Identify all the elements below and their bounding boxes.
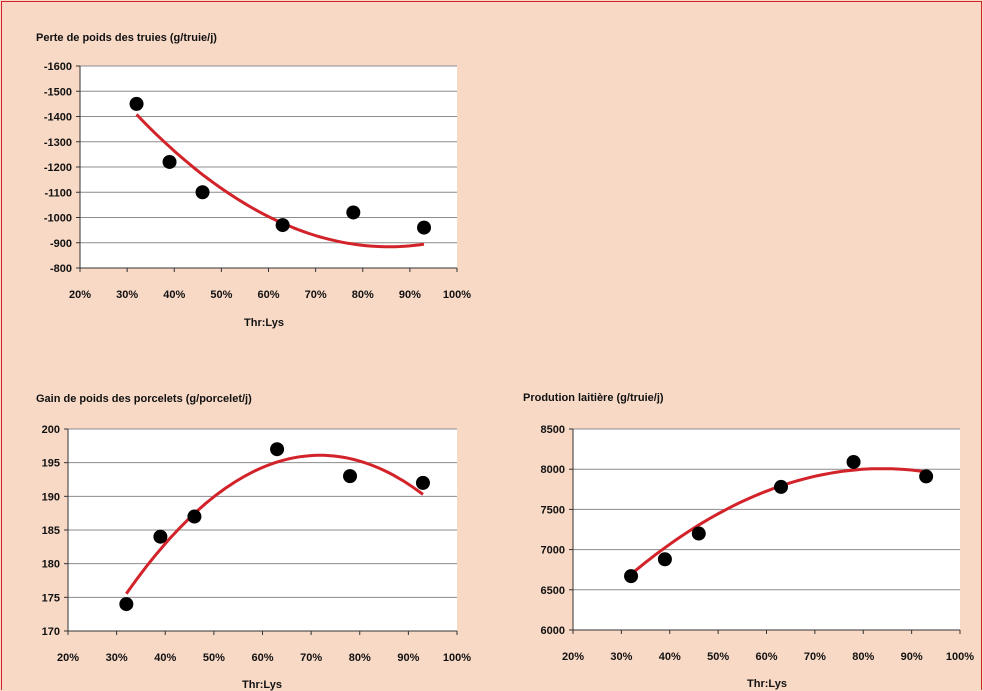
x-tick-label: 20% [57, 652, 79, 664]
x-tick-label: 70% [804, 651, 826, 663]
x-tick-label: 30% [106, 652, 128, 664]
x-tick-label: 70% [300, 652, 322, 664]
chart-title: Prodution laitière (g/truie/j) [523, 392, 664, 404]
data-point [187, 509, 202, 524]
x-tick-label: 90% [901, 651, 923, 663]
y-tick-label: -1600 [44, 61, 72, 73]
y-tick-label: -1100 [44, 187, 72, 199]
y-tick-label: 7500 [541, 504, 565, 516]
x-tick-label: 60% [257, 289, 279, 301]
y-tick-label: -1400 [44, 112, 72, 124]
x-tick-label: 80% [352, 289, 374, 301]
data-point [153, 529, 168, 544]
y-tick-label: 8500 [541, 424, 565, 436]
y-tick-label: -1500 [44, 86, 72, 98]
y-tick-label: -900 [50, 238, 72, 250]
data-point [624, 569, 639, 584]
x-tick-label: 100% [443, 289, 471, 301]
y-tick-label: 185 [42, 525, 60, 537]
x-tick-label: 30% [116, 289, 138, 301]
chart-title: Gain de poids des porcelets (g/porcelet/… [36, 393, 252, 405]
y-tick-label: 6000 [541, 625, 565, 637]
data-point [129, 96, 144, 111]
y-tick-label: 170 [42, 626, 60, 638]
x-axis-label: Thr:Lys [747, 678, 787, 690]
x-tick-label: 100% [946, 651, 974, 663]
plot-area [573, 429, 960, 630]
data-point [919, 469, 934, 484]
chart-piglet-weight-gain: Gain de poids des porcelets (g/porcelet/… [36, 393, 471, 691]
data-point [846, 454, 861, 469]
x-tick-label: 40% [163, 289, 185, 301]
data-point [195, 185, 210, 200]
trend-line [125, 453, 424, 595]
data-point [343, 469, 358, 484]
x-tick-label: 20% [562, 651, 584, 663]
x-tick-label: 50% [707, 651, 729, 663]
data-point [691, 526, 706, 541]
y-tick-label: -1300 [44, 137, 72, 149]
x-tick-label: 20% [69, 289, 91, 301]
y-tick-label: 180 [42, 559, 60, 571]
x-tick-label: 40% [154, 652, 176, 664]
y-tick-label: 175 [42, 592, 60, 604]
y-tick-label: -1200 [44, 162, 72, 174]
chart-milk-production: Prodution laitière (g/truie/j) 6000 6500 7… [523, 392, 974, 690]
data-point [119, 597, 134, 612]
data-point [417, 220, 432, 235]
y-tick-label: 8000 [541, 464, 565, 476]
data-point [346, 205, 361, 220]
x-tick-label: 80% [349, 652, 371, 664]
x-tick-label: 90% [399, 289, 421, 301]
x-tick-label: 100% [443, 652, 471, 664]
x-axis-label: Thr:Lys [244, 317, 284, 329]
y-tick-label: 190 [42, 491, 60, 503]
x-tick-label: 80% [852, 651, 874, 663]
y-tick-label: 6500 [541, 585, 565, 597]
y-tick-label: 7000 [541, 545, 565, 557]
chart-title: Perte de poids des truies (g/truie/j) [36, 32, 217, 44]
x-tick-label: 30% [610, 651, 632, 663]
x-tick-label: 40% [659, 651, 681, 663]
x-axis-label: Thr:Lys [242, 679, 282, 691]
data-point [774, 479, 789, 494]
data-point [270, 442, 285, 457]
y-tick-label: -1000 [44, 213, 72, 225]
data-point [275, 218, 290, 233]
y-tick-label: 200 [42, 424, 60, 436]
data-point [162, 154, 177, 169]
x-tick-label: 50% [203, 652, 225, 664]
data-point [657, 552, 672, 567]
x-tick-label: 60% [755, 651, 777, 663]
x-tick-label: 60% [251, 652, 273, 664]
y-tick-label: 195 [42, 458, 60, 470]
x-tick-label: 70% [305, 289, 327, 301]
x-tick-label: 50% [210, 289, 232, 301]
y-tick-label: -800 [50, 263, 72, 275]
chart-sow-weight-loss: Perte de poids des truies (g/truie/j) -1… [36, 32, 471, 329]
x-tick-label: 90% [397, 652, 419, 664]
data-point [415, 475, 430, 490]
